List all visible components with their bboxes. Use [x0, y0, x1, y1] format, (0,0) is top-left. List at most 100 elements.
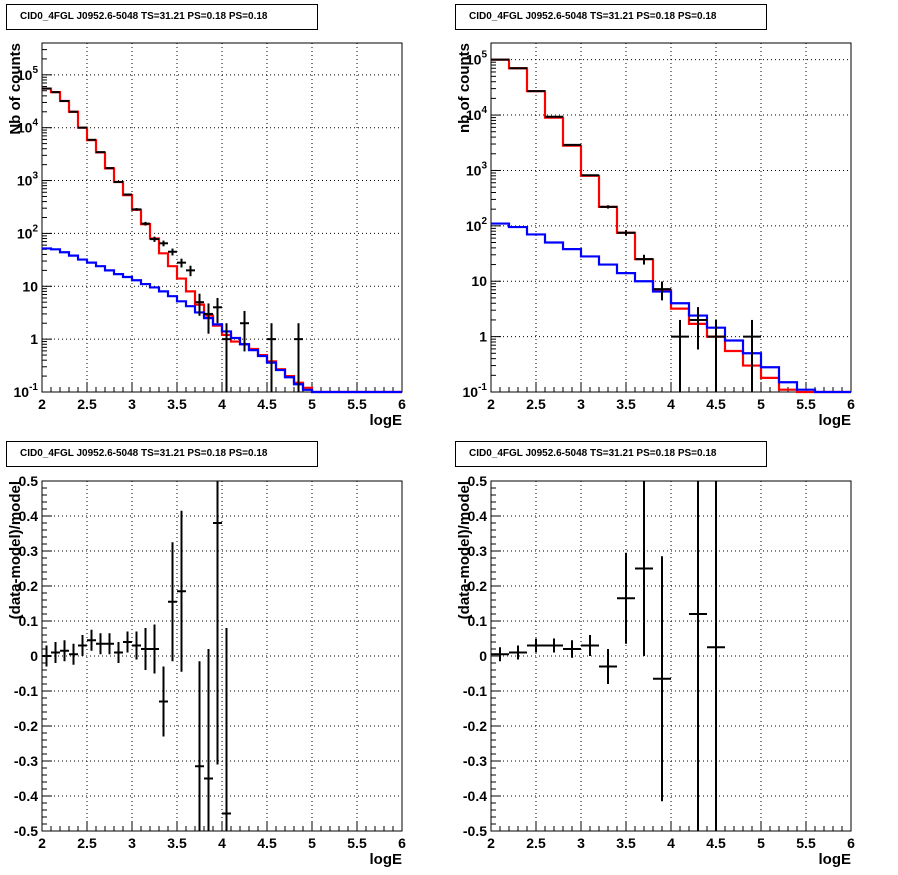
x-tick-label: 4.5 [706, 396, 726, 412]
data-point [60, 640, 69, 662]
data-point [204, 649, 213, 831]
x-tick-label: 4.5 [257, 396, 277, 412]
x-tick-label: 4 [667, 396, 675, 412]
data-point [267, 323, 276, 392]
data-point [105, 167, 114, 170]
data-point [150, 624, 159, 674]
y-tick-label: -0.3 [14, 753, 38, 769]
data-point [617, 552, 635, 644]
data-point [177, 258, 186, 268]
data-point [96, 151, 105, 154]
x-tick-label: 5.5 [796, 396, 816, 412]
data-point [105, 633, 114, 655]
data-point [294, 323, 303, 392]
y-tick-label: 0 [30, 648, 38, 664]
data-point [240, 310, 249, 352]
y-tick-label: 10 [22, 278, 38, 294]
data-point [707, 319, 725, 392]
data-point [635, 481, 653, 656]
y-tick-label: 0.4 [19, 508, 39, 524]
y-tick-label: 0.3 [468, 543, 488, 559]
x-tick-label: 3.5 [616, 396, 636, 412]
y-tick-label: 10-1 [463, 382, 488, 400]
y-tick-label: 102 [17, 223, 39, 241]
data-point [527, 638, 545, 653]
data-point [743, 319, 761, 392]
data-point [599, 205, 617, 209]
y-tick-label: 104 [17, 118, 39, 136]
x-tick-label: 4 [218, 835, 226, 851]
y-axis-label: (data-model)/model [7, 481, 24, 619]
chart-panel-4: 2 2.5 3 3.5 4 4.5 5 5.5 6 -0.5 -0.4 -0.3 -0.2 -0.1 0 0.… [456, 473, 855, 868]
data-point [195, 661, 204, 831]
data-point [653, 556, 671, 802]
x-tick-label: 2 [487, 396, 495, 412]
y-tick-label: 10-1 [14, 382, 39, 400]
chart-title: CID0_4FGL J0952.6-5048 TS=31.21 PS=0.18 … [6, 4, 318, 30]
data-point [177, 510, 186, 672]
data-point [132, 208, 141, 211]
y-tick-label: 103 [466, 160, 488, 178]
data-point [563, 640, 581, 658]
data-point [168, 542, 177, 662]
y-tick-label: 1 [30, 331, 38, 347]
data-point [617, 230, 635, 236]
x-tick-label: 5.5 [347, 835, 367, 851]
x-tick-label: 2 [487, 835, 495, 851]
y-tick-label: 0.1 [468, 613, 488, 629]
data-point [159, 240, 168, 247]
chart-panel-3: 2 2.5 3 3.5 4 4.5 5 5.5 6 -0.5 -0.4 -0.3 -0.2 -0.1 0 0.… [7, 473, 406, 868]
data-point [222, 323, 231, 392]
total_model-histogram [42, 87, 402, 394]
data-point [69, 643, 78, 665]
y-tick-label: 1 [479, 329, 487, 345]
y-tick-label: 0.5 [468, 473, 488, 489]
data-point [186, 265, 195, 277]
data-point [581, 635, 599, 656]
data-point [204, 303, 213, 334]
data-point [213, 481, 222, 765]
x-tick-label: 4 [218, 396, 226, 412]
y-tick-label: 104 [466, 105, 488, 123]
data-point [635, 254, 653, 265]
data-point [150, 236, 159, 242]
data-point [114, 642, 123, 663]
x-tick-label: 5.5 [796, 835, 816, 851]
y-tick-label: -0.5 [14, 823, 38, 839]
x-tick-label: 4.5 [257, 835, 277, 851]
data-point [195, 293, 204, 316]
x-tick-label: 6 [398, 396, 406, 412]
y-axis-label: (data-model)/model [456, 481, 473, 619]
data-point [545, 638, 563, 653]
y-tick-label: 105 [466, 50, 488, 68]
x-tick-label: 4 [667, 835, 675, 851]
y-tick-label: 0.5 [19, 473, 39, 489]
data-point [159, 666, 168, 737]
x-tick-label: 5 [757, 835, 765, 851]
chart-title: CID0_4FGL J0952.6-5048 TS=31.21 PS=0.18 … [455, 4, 767, 30]
x-tick-label: 3 [128, 396, 136, 412]
y-tick-label: -0.3 [463, 753, 487, 769]
x-tick-label: 5.5 [347, 396, 367, 412]
x-tick-label: 3 [577, 396, 585, 412]
data-point [581, 174, 599, 177]
y-tick-label: -0.1 [463, 683, 487, 699]
x-tick-label: 6 [847, 835, 855, 851]
x-axis-label: logE [370, 412, 403, 429]
data-point [707, 481, 725, 831]
data-point [689, 307, 707, 350]
chart-title: CID0_4FGL J0952.6-5048 TS=31.21 PS=0.18 … [455, 441, 767, 467]
y-tick-label: -0.2 [14, 718, 38, 734]
x-tick-label: 6 [398, 835, 406, 851]
x-tick-label: 5 [308, 835, 316, 851]
x-tick-label: 2.5 [77, 396, 97, 412]
data-point [141, 628, 150, 670]
chart-panel-2: 2 2.5 3 3.5 4 4.5 5 5.5 6 10-1 1 10 102 103 104 105 logE… [456, 42, 855, 429]
y-tick-label: 0.4 [468, 508, 488, 524]
data-point [42, 645, 51, 667]
x-tick-label: 3.5 [167, 835, 187, 851]
data-point [653, 281, 671, 301]
y-tick-label: -0.5 [463, 823, 487, 839]
y-tick-label: 0.2 [19, 578, 39, 594]
y-axis-label: Nb of counts [7, 43, 24, 135]
